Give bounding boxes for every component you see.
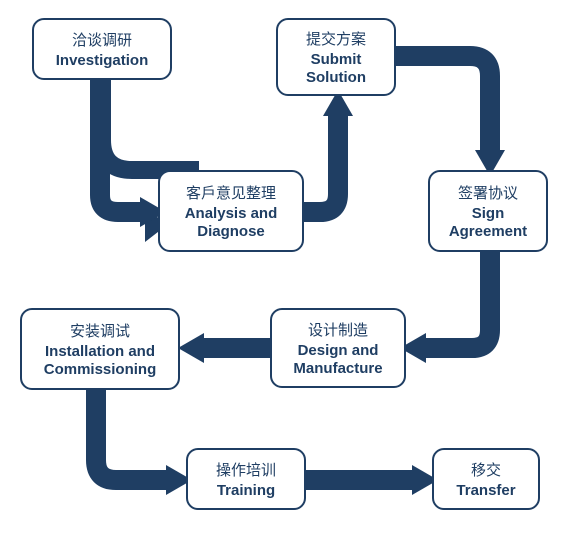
node-en: Transfer (456, 482, 515, 500)
node-analysis: 客戶意见整理 Analysis and Diagnose (158, 170, 304, 252)
node-investigation: 洽谈调研 Investigation (32, 18, 172, 80)
node-en: Training (217, 482, 275, 500)
node-cn: 签署协议 (458, 182, 518, 203)
node-cn: 客戶意见整理 (186, 182, 276, 203)
node-en: Analysis and Diagnose (172, 205, 290, 241)
node-cn: 洽谈调研 (72, 29, 132, 50)
node-cn: 提交方案 (306, 28, 366, 49)
node-cn: 操作培训 (216, 459, 276, 480)
node-cn: 设计制造 (308, 319, 368, 340)
node-submit: 提交方案 Submit Solution (276, 18, 396, 96)
node-transfer: 移交 Transfer (432, 448, 540, 510)
node-cn: 安装调试 (70, 320, 130, 341)
node-cn: 移交 (471, 459, 501, 480)
node-sign: 签署协议 Sign Agreement (428, 170, 548, 252)
node-en: Design and Manufacture (284, 342, 392, 378)
node-en: Investigation (56, 52, 149, 70)
node-install: 安装调试 Installation and Commissioning (20, 308, 180, 390)
node-en: Submit Solution (290, 51, 382, 87)
node-en: Installation and Commissioning (34, 343, 166, 379)
node-en: Sign Agreement (442, 205, 534, 241)
node-training: 操作培训 Training (186, 448, 306, 510)
node-design: 设计制造 Design and Manufacture (270, 308, 406, 388)
